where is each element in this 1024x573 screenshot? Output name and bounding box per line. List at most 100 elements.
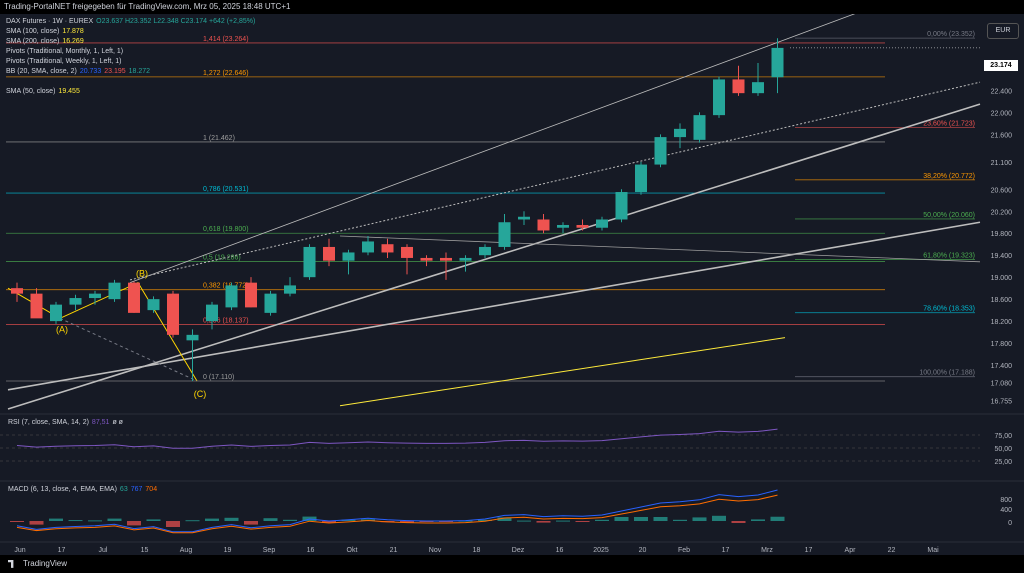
fib-level-label: 1 (21.462) — [203, 135, 235, 142]
y-axis-label: 18.200 — [991, 319, 1013, 326]
currency-button[interactable]: EUR — [987, 23, 1019, 39]
sma50-label: SMA (50, close) — [6, 88, 56, 95]
wave-label: (A) — [56, 324, 68, 334]
pivots-weekly-legend[interactable]: Pivots (Traditional, Weekly, 1, Left, 1) — [6, 57, 124, 67]
last-price-label: 23.174 — [984, 60, 1018, 71]
macd-histogram-bar — [68, 520, 83, 522]
y-axis-label: 19.000 — [991, 275, 1013, 282]
candle-body — [245, 282, 257, 308]
x-axis-label: 2025 — [593, 547, 609, 554]
macd-histogram-bar — [400, 521, 414, 523]
macd-histogram-bar — [127, 521, 141, 526]
y-axis-label: 19.400 — [991, 253, 1013, 260]
candle-body — [323, 246, 335, 261]
fib-level-label: 0,5 (19.286) — [203, 254, 241, 261]
macd-histogram-bar — [731, 521, 746, 523]
macd-legend[interactable]: MACD (6, 13, close, 4, EMA, EMA) 63 767 704 — [8, 485, 160, 495]
fib-right-label: 78,60% (18.353) — [923, 306, 975, 313]
footer: TradingView — [0, 555, 1024, 573]
fib-level-label: 0,236 (18.137) — [203, 318, 249, 325]
macd-histogram-bar — [205, 518, 219, 521]
bb-legend[interactable]: BB (20, SMA, close, 2) 20.733 23.195 18.272 — [6, 67, 153, 77]
fib-right-label: 38,20% (20.772) — [923, 173, 975, 180]
candle-body — [518, 216, 530, 220]
macd-line-value: 767 — [130, 486, 143, 493]
y-axis-label: 17.080 — [991, 381, 1013, 388]
price-chart-svg[interactable]: 1,414 (23.264) 1,272 (22.646) 1 (21.462) 0,… — [0, 14, 1024, 555]
macd-line — [16, 489, 778, 533]
rsi-legend[interactable]: RSI (7, close, SMA, 14, 2) 87,51 ø ø — [8, 418, 126, 428]
sma100-label: SMA (100, close) — [6, 28, 60, 35]
candle-body — [479, 246, 491, 256]
macd-histogram-bar — [497, 517, 512, 521]
abc-dashed-line — [59, 317, 198, 382]
macd-histogram-bar — [341, 519, 356, 521]
candle-body — [206, 304, 218, 322]
macd-label: MACD (6, 13, close, 4, EMA, EMA) — [8, 486, 117, 493]
x-axis-label: 19 — [224, 547, 232, 554]
bb-upper: 23.195 — [104, 68, 126, 75]
x-axis-label: 22 — [888, 547, 896, 554]
x-axis-label: Jul — [99, 547, 108, 554]
x-axis-label: 17 — [805, 547, 813, 554]
rsi-axis-label: 50,00 — [994, 446, 1012, 453]
candle-body — [381, 244, 394, 253]
fib-right-label: 23,60% (21.723) — [923, 121, 975, 128]
rsi-axis-label: 75,00 — [994, 433, 1012, 440]
rsi-value: 87,51 — [91, 419, 110, 426]
sma200-legend[interactable]: SMA (200, close) 16.269 — [6, 37, 87, 47]
macd-histogram-bar — [322, 521, 336, 523]
x-axis-label: Mrz — [761, 547, 773, 554]
sma50-legend[interactable]: SMA (50, close) 19.455 — [6, 87, 83, 97]
fib-level-label: 0 (17.110) — [203, 374, 234, 381]
sma100-legend[interactable]: SMA (100, close) 17.878 — [6, 27, 87, 37]
bb-basis: 20.733 — [79, 68, 102, 75]
macd-histogram-bar — [107, 518, 122, 521]
y-axis-label: 21.100 — [991, 160, 1013, 167]
fib-right-label: 50,00% (20.060) — [923, 212, 975, 219]
candle-body — [147, 299, 160, 311]
y-axis-label: 19.800 — [991, 231, 1013, 238]
macd-histogram-bar — [224, 517, 239, 521]
y-axis-label: 16.755 — [991, 398, 1013, 405]
candle-body — [537, 219, 550, 231]
x-axis-label: Sep — [263, 547, 276, 554]
fib-right-label: 100,00% (17.188) — [919, 370, 975, 377]
y-axis-label: 18.600 — [991, 297, 1013, 304]
candle-body — [635, 164, 647, 193]
x-axis-label: 20 — [639, 547, 647, 554]
candle-body — [50, 304, 62, 322]
chart-area[interactable]: 1,414 (23.264) 1,272 (22.646) 1 (21.462) 0,… — [0, 14, 1024, 555]
y-axis-label: 17.400 — [991, 363, 1013, 370]
macd-histogram-bar — [419, 521, 434, 522]
wave-label: (C) — [194, 389, 207, 399]
macd-histogram-bar — [692, 517, 707, 521]
sma-line — [339, 337, 786, 407]
candle-body — [674, 128, 686, 138]
x-axis-label: Feb — [678, 547, 690, 554]
x-axis-label: 16 — [556, 547, 564, 554]
candle-body — [576, 224, 589, 228]
x-axis-label: 17 — [722, 547, 730, 554]
candle-body — [30, 293, 43, 319]
x-axis-label: Jun — [14, 547, 25, 554]
candle-body — [284, 285, 296, 294]
sma200-value: 16.269 — [62, 38, 84, 45]
symbol-legend: DAX Futures · 1W · EUREX O23.637 H23.352 … — [6, 17, 258, 27]
macd-histogram-bar — [185, 520, 200, 522]
pivots-monthly-legend[interactable]: Pivots (Traditional, Monthly, 1, Left, 1… — [6, 47, 126, 57]
footer-brand: TradingView — [23, 559, 68, 568]
macd-hist-value: 63 — [119, 486, 128, 493]
macd-histogram-bar — [653, 517, 668, 521]
candle-body — [401, 246, 413, 258]
fib-right-label: 61,80% (19.323) — [923, 252, 975, 259]
macd-histogram-bar — [263, 518, 278, 521]
macd-histogram-bar — [146, 519, 161, 521]
macd-histogram-bar — [614, 517, 629, 521]
candle-body — [89, 293, 101, 299]
candle-body — [654, 137, 667, 165]
x-axis-label: 18 — [473, 547, 481, 554]
y-axis-label: 22.400 — [991, 88, 1013, 95]
candle-body — [303, 246, 316, 278]
